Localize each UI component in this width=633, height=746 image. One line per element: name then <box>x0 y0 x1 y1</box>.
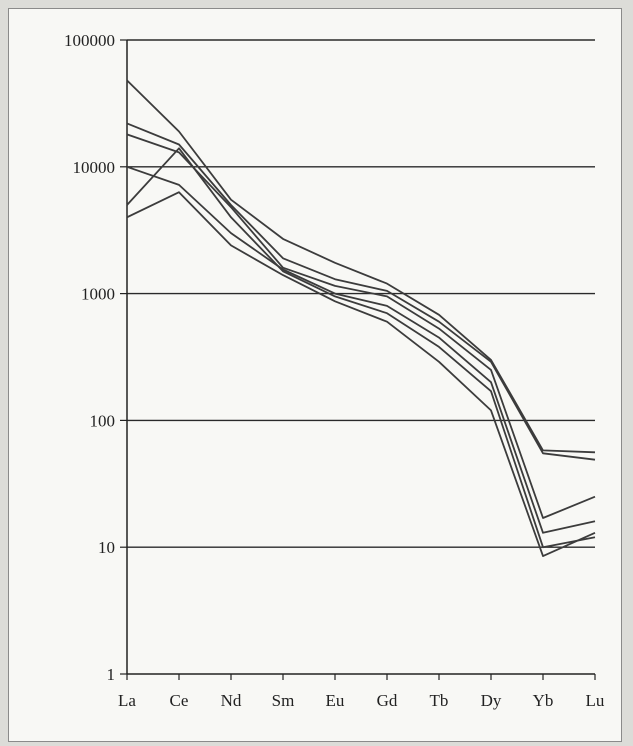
x-tick-label: Eu <box>326 691 345 710</box>
x-tick-label: Yb <box>533 691 554 710</box>
y-tick-label: 100 <box>90 411 116 430</box>
series-line-6 <box>126 191 596 557</box>
gridlines <box>127 39 595 548</box>
x-tick-label: Gd <box>377 691 398 710</box>
y-tick-label: 10000 <box>73 158 116 177</box>
x-tick-label: Lu <box>586 691 605 710</box>
series-line-2 <box>126 122 596 461</box>
x-tick-label: La <box>118 691 136 710</box>
ree-spider-chart: 1 10 100 1000 10000 100000 La Ce Nd Sm Eu Gd Tb Dy Yb… <box>64 31 605 710</box>
y-tick-label: 100000 <box>64 31 115 50</box>
x-tick-label: Dy <box>481 691 502 710</box>
axes <box>120 39 596 680</box>
y-tick-label: 10 <box>98 538 115 557</box>
y-tick-labels: 1 10 100 1000 10000 100000 <box>64 31 115 684</box>
y-tick-label: 1 <box>107 665 116 684</box>
data-series <box>126 79 596 557</box>
x-tick-labels: La Ce Nd Sm Eu Gd Tb Dy Yb Lu <box>118 691 605 710</box>
x-tick-label: Sm <box>272 691 295 710</box>
x-tick-label: Nd <box>221 691 242 710</box>
series-line-4 <box>126 165 596 534</box>
x-tick-label: Tb <box>430 691 449 710</box>
chart-panel: 1 10 100 1000 10000 100000 La Ce Nd Sm Eu Gd Tb Dy Yb… <box>8 8 622 742</box>
series-line-5 <box>126 147 596 549</box>
series-line-1 <box>126 79 596 454</box>
x-tick-label: Ce <box>170 691 189 710</box>
series-line-3 <box>126 133 596 519</box>
y-tick-label: 1000 <box>81 285 115 304</box>
